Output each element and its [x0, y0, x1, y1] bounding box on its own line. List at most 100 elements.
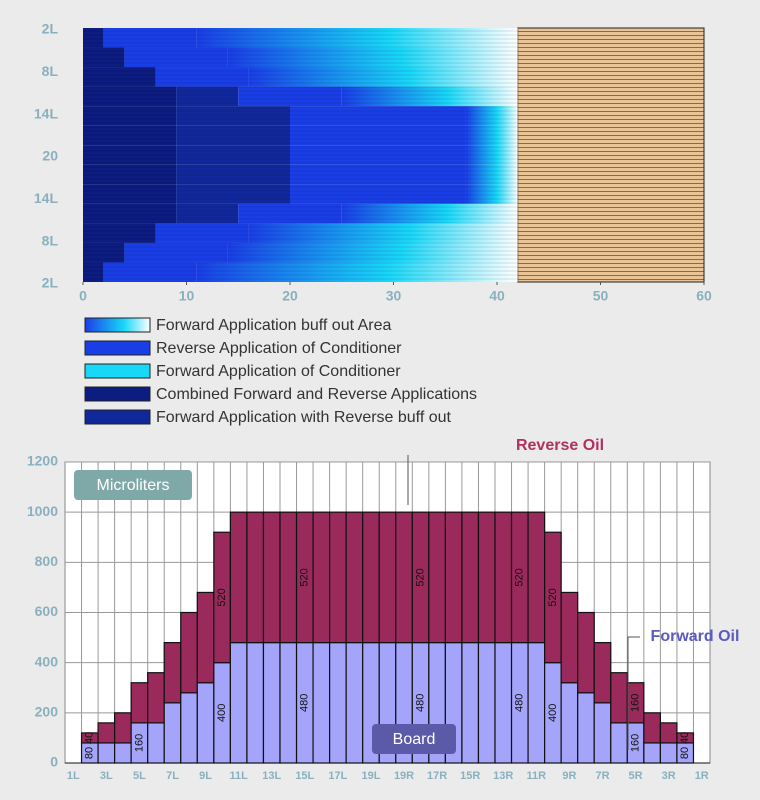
- bar-segment: [227, 47, 518, 68]
- bar-segment: [290, 145, 466, 165]
- bar-segment: [83, 106, 177, 126]
- bottom-chart: 0 200 400 600 800 1000 1200 1L 80 40 3L 160 5L 7L 9L 40…: [27, 453, 711, 782]
- data-label: 520: [216, 588, 228, 606]
- bar-segment: [312, 641, 331, 764]
- x-tick-label: 11R: [527, 770, 547, 782]
- x-tick-label: 9L: [199, 770, 212, 782]
- unit-box: [74, 470, 192, 500]
- bar-segment: [103, 28, 197, 48]
- legend-label: Forward Application buff out Area: [156, 317, 392, 334]
- y-tick-label: 14L: [34, 105, 59, 121]
- x-tick-label: 5L: [133, 770, 146, 782]
- x-tick-label: 19R: [394, 770, 414, 782]
- bar-segment: [345, 511, 364, 644]
- bar-segment: [155, 67, 249, 87]
- bar-segment: [465, 164, 518, 185]
- bar-segment: [103, 262, 197, 282]
- bar-segment: [626, 682, 645, 724]
- bar-segment: [180, 692, 198, 764]
- legend-label: Forward Application of Conditioner: [156, 363, 401, 380]
- annotation: Reverse Oil: [516, 437, 604, 454]
- bar-segment: [362, 511, 380, 644]
- y-tick-label: 400: [35, 653, 59, 669]
- bar-segment: [290, 106, 466, 126]
- bar-segment: [176, 164, 290, 185]
- data-label: 40: [84, 732, 96, 744]
- x-tick-label: 1R: [695, 770, 709, 782]
- bar-segment: [238, 86, 342, 107]
- data-label: 480: [414, 694, 426, 712]
- bar-segment: [659, 742, 678, 764]
- legend-swatch: [84, 317, 151, 333]
- bar-segment: [643, 712, 661, 744]
- x-tick-label: 50: [593, 288, 609, 304]
- x-label-box: [372, 724, 456, 754]
- bar-segment: [465, 184, 518, 204]
- x-tick-label: 40: [489, 288, 505, 304]
- data-label: 80: [84, 747, 96, 759]
- bar-segment: [246, 641, 265, 764]
- bar-segment: [290, 164, 466, 185]
- bar-segment: [577, 611, 595, 694]
- bar-segment: [227, 242, 518, 263]
- legend-label: Reverse Application of Conditioner: [156, 340, 402, 357]
- x-tick-label: 0: [79, 288, 87, 304]
- leader-line: [627, 636, 640, 750]
- bar-segment: [83, 184, 177, 204]
- bar-segment: [83, 125, 177, 146]
- bar-segment: [262, 511, 281, 644]
- data-label: 480: [514, 694, 526, 712]
- data-label: 160: [629, 694, 641, 712]
- bar-segment: [527, 641, 546, 764]
- bar-segment: [196, 262, 518, 282]
- y-tick-label: 20: [42, 148, 58, 164]
- bar-segment: [465, 106, 518, 126]
- bar-segment: [577, 692, 595, 764]
- bar-segment: [248, 223, 518, 243]
- bar-segment: [83, 223, 156, 243]
- bar-segment: [312, 511, 331, 644]
- data-label: 520: [414, 568, 426, 586]
- bar-segment: [610, 672, 628, 724]
- bar-segment: [494, 641, 513, 764]
- data-label: 40: [679, 732, 691, 744]
- x-label: Board: [393, 731, 436, 748]
- y-tick-label: 0: [50, 754, 58, 770]
- data-label: 80: [679, 747, 691, 759]
- x-tick-label: 60: [696, 288, 712, 304]
- bar-segment: [176, 125, 290, 146]
- bar-segment: [176, 106, 290, 126]
- data-label: 160: [133, 734, 145, 752]
- bar-segment: [196, 682, 215, 764]
- unit-label: Microliters: [97, 477, 170, 494]
- bar-segment: [527, 511, 546, 644]
- data-label: 160: [629, 734, 641, 752]
- bar-segment: [461, 641, 480, 764]
- bar-segment: [196, 28, 518, 48]
- bar-segment: [494, 511, 513, 644]
- bar-segment: [341, 203, 518, 224]
- bar-segment: [238, 203, 342, 224]
- bar-segment: [97, 722, 116, 744]
- bar-segment: [180, 611, 198, 694]
- data-label: 400: [216, 704, 228, 722]
- x-tick-label: 7R: [595, 770, 609, 782]
- bar-segment: [465, 145, 518, 165]
- x-tick-label: 30: [386, 288, 402, 304]
- bar-segment: [83, 28, 104, 48]
- bar-segment: [428, 511, 446, 644]
- data-label: 400: [547, 704, 559, 722]
- x-tick-label: 3R: [662, 770, 676, 782]
- bar-segment: [163, 702, 182, 764]
- bar-segment: [229, 511, 248, 644]
- y-tick-label: 600: [35, 603, 59, 619]
- x-tick-label: 17R: [427, 770, 447, 782]
- bar-segment: [155, 223, 249, 243]
- data-label: 480: [299, 694, 311, 712]
- x-tick-label: 13L: [262, 770, 281, 782]
- x-tick-label: 10: [179, 288, 195, 304]
- data-label: 520: [514, 568, 526, 586]
- y-tick-label: 800: [35, 553, 59, 569]
- bar-segment: [83, 262, 104, 282]
